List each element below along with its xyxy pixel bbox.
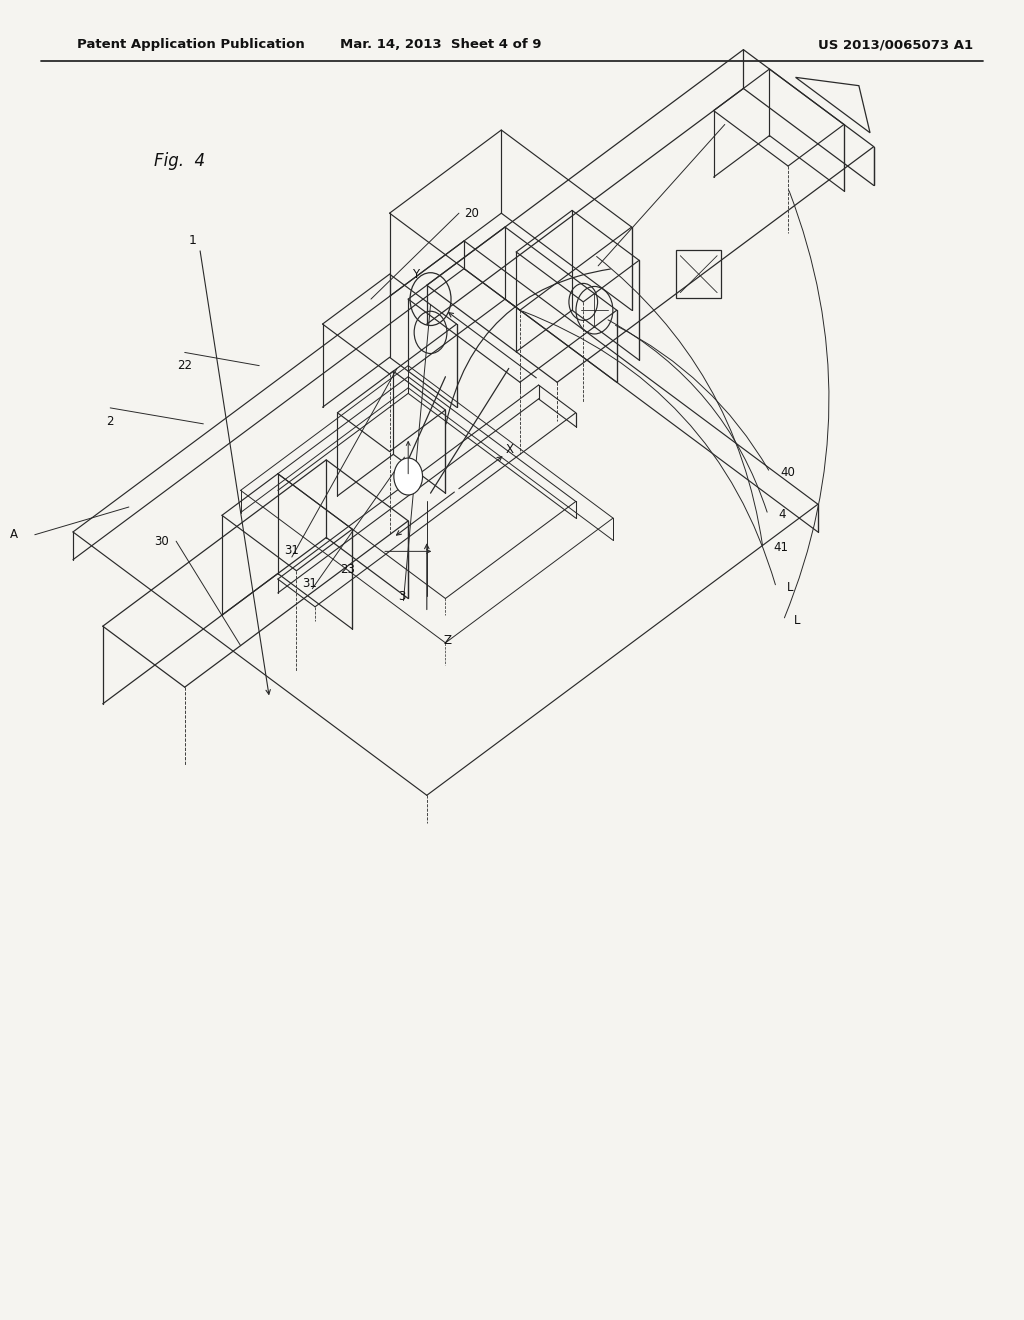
Text: US 2013/0065073 A1: US 2013/0065073 A1	[818, 38, 974, 51]
Text: Patent Application Publication: Patent Application Publication	[77, 38, 304, 51]
Text: 4: 4	[778, 508, 785, 521]
Text: 23: 23	[340, 562, 355, 576]
Text: 31: 31	[285, 544, 299, 557]
Text: A: A	[10, 528, 18, 541]
Text: Fig.  4: Fig. 4	[154, 152, 205, 170]
Text: 30: 30	[155, 535, 169, 548]
Text: Mar. 14, 2013  Sheet 4 of 9: Mar. 14, 2013 Sheet 4 of 9	[340, 38, 541, 51]
Text: 22: 22	[177, 359, 193, 372]
Text: L: L	[794, 614, 800, 627]
Text: 31: 31	[302, 577, 316, 590]
Bar	[676, 251, 721, 298]
Text: 3: 3	[397, 590, 406, 603]
Text: 1: 1	[188, 234, 197, 247]
Text: X: X	[506, 444, 514, 457]
Text: 40: 40	[780, 466, 796, 479]
Text: Z: Z	[443, 634, 452, 647]
Text: Y: Y	[412, 268, 419, 281]
Circle shape	[394, 458, 423, 495]
Text: 41: 41	[773, 541, 788, 554]
Text: 20: 20	[464, 207, 479, 219]
Text: 2: 2	[106, 414, 114, 428]
Text: L: L	[786, 581, 793, 594]
